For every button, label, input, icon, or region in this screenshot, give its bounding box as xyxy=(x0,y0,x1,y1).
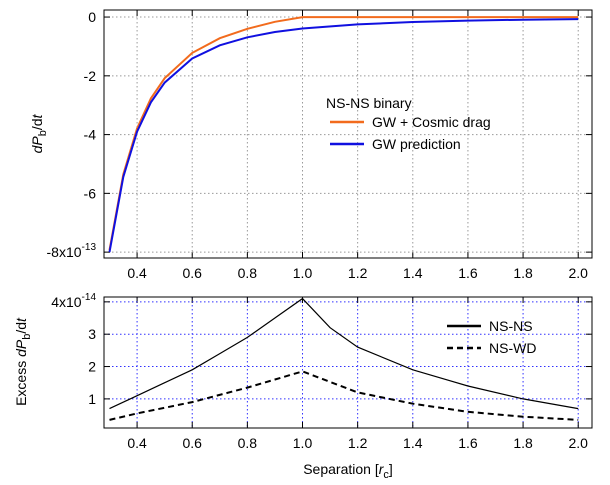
x-tick-label: 0.8 xyxy=(238,435,258,451)
x-tick-label: 1.2 xyxy=(348,265,368,281)
tick-label-exponent: -13 xyxy=(82,242,97,253)
data-line xyxy=(109,297,579,410)
x-tick-label: 1.0 xyxy=(293,265,313,281)
x-tick-label: 1.4 xyxy=(403,265,423,281)
y-axis-label: dPb/dt xyxy=(29,113,49,153)
y-tick-label: 1 xyxy=(88,391,96,407)
legend-label: GW + Cosmic drag xyxy=(372,114,491,130)
legend-label: NS-NS xyxy=(489,318,533,334)
y-tick-label: -8x10-13 xyxy=(47,242,97,260)
legend-title: NS-NS binary xyxy=(326,95,412,111)
y-tick-label: -4 xyxy=(84,127,97,143)
x-tick-label: 1.6 xyxy=(458,265,478,281)
y-tick-label: -6 xyxy=(84,185,97,201)
legend-label: GW prediction xyxy=(372,136,461,152)
tick-label-base: -8x10 xyxy=(47,244,82,260)
plot-frame xyxy=(103,296,593,429)
plot-frame xyxy=(103,9,593,259)
data-line xyxy=(108,18,579,253)
x-tick-label: 0.4 xyxy=(127,265,147,281)
legend-label: NS-WD xyxy=(489,340,536,356)
tick-label-base: 4x10 xyxy=(51,294,82,310)
x-tick-label: 1.8 xyxy=(513,435,533,451)
data-line xyxy=(108,16,579,251)
tick-label-exponent: -14 xyxy=(82,292,97,303)
y-tick-label: 4x10-14 xyxy=(51,292,96,310)
x-tick-label: 0.4 xyxy=(127,435,147,451)
x-tick-label: 0.6 xyxy=(182,265,202,281)
y-tick-label: -2 xyxy=(84,68,97,84)
x-axis-label: Separation [rc] xyxy=(303,461,393,481)
x-tick-label: 0.6 xyxy=(182,435,202,451)
x-tick-label: 1.6 xyxy=(458,435,478,451)
x-tick-label: 0.8 xyxy=(238,265,258,281)
x-tick-label: 1.0 xyxy=(293,435,313,451)
y-tick-label: 3 xyxy=(88,326,96,342)
y-tick-label: 0 xyxy=(88,9,96,25)
y-tick-label: 2 xyxy=(88,359,96,375)
x-tick-label: 1.4 xyxy=(403,435,423,451)
x-tick-label: 1.8 xyxy=(513,265,533,281)
y-axis-label: Excess dPb/dt xyxy=(13,317,33,406)
x-tick-label: 1.2 xyxy=(348,435,368,451)
x-tick-label: 2.0 xyxy=(568,435,588,451)
x-tick-label: 2.0 xyxy=(568,265,588,281)
